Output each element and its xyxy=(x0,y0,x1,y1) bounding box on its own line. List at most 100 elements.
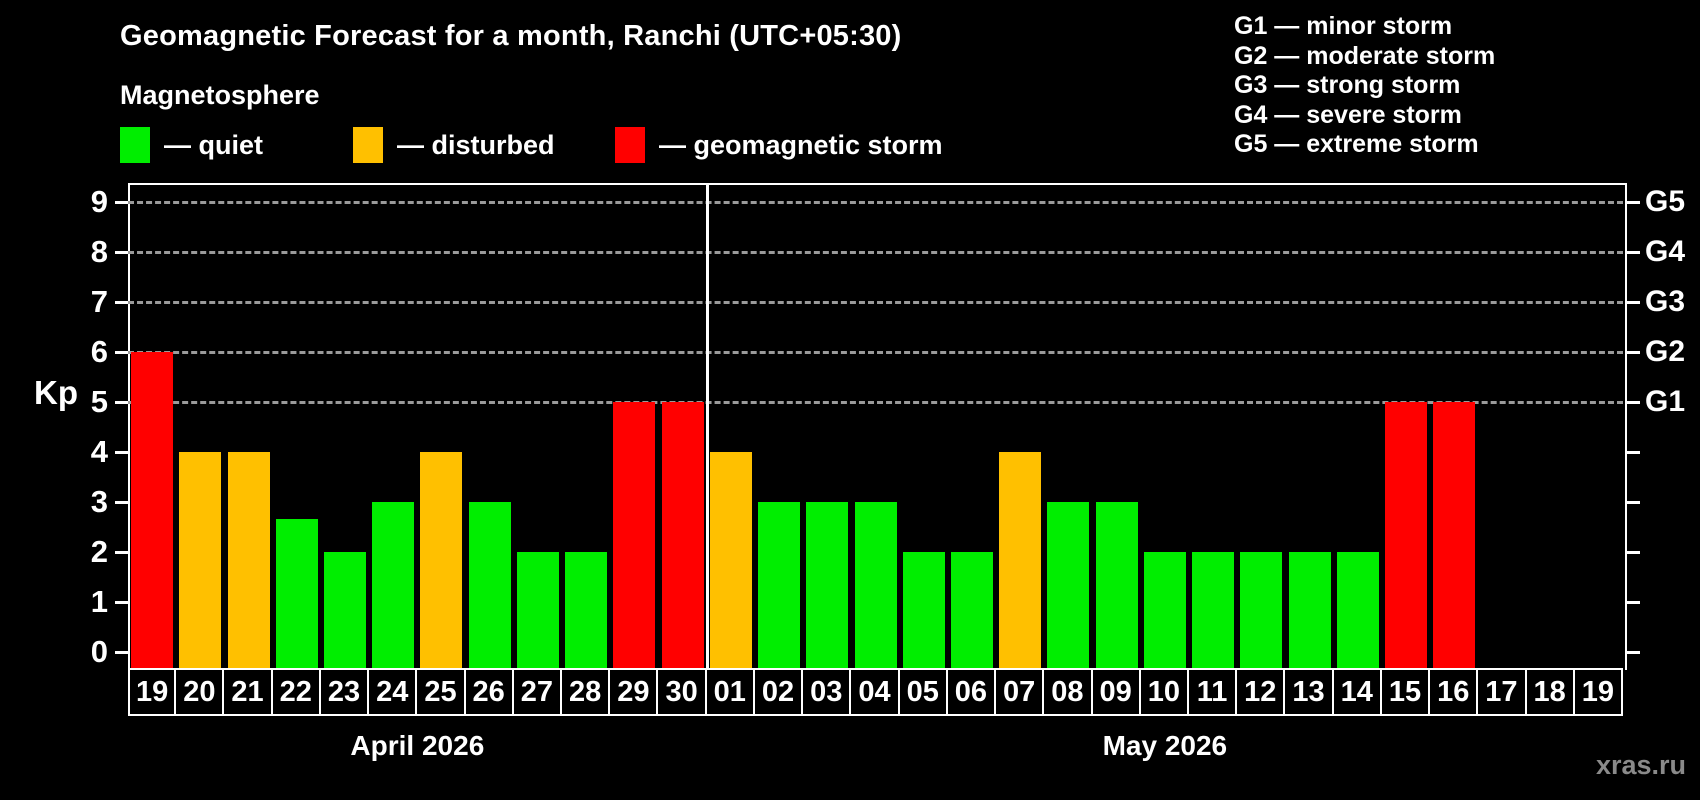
kp-bar-day-15 xyxy=(1384,402,1427,668)
legend-item-storm: — geomagnetic storm xyxy=(615,124,943,166)
day-label-cell: 23 xyxy=(318,668,370,716)
day-label-cell: 12 xyxy=(1235,668,1286,716)
kp-bar-day-05 xyxy=(902,552,945,668)
y-axis-tick xyxy=(115,301,129,304)
day-label-cell: 08 xyxy=(1042,668,1093,716)
day-label-cell: 11 xyxy=(1186,668,1238,716)
kp-bar-day-01 xyxy=(709,452,752,668)
day-label-cell: 20 xyxy=(174,668,225,716)
kp-bar-day-04 xyxy=(854,502,897,668)
kp-bar-day-27 xyxy=(516,552,559,668)
day-label-cell: 03 xyxy=(801,668,852,716)
right-axis-tick xyxy=(1626,251,1640,254)
gridline-kp-6 xyxy=(128,351,1623,354)
y-axis-tick xyxy=(115,251,129,254)
legend-item-label: — quiet xyxy=(164,129,263,160)
day-label-cell: 15 xyxy=(1379,668,1431,716)
day-label-cell: 24 xyxy=(367,668,418,716)
y-axis-tick xyxy=(115,651,129,654)
g-scale-legend: G1 — minor storm G2 — moderate storm G3 … xyxy=(1234,12,1495,160)
kp-bar-day-30 xyxy=(661,402,704,668)
kp-bar-day-03 xyxy=(806,502,849,668)
gridline-kp-8 xyxy=(128,251,1623,254)
day-label-cell: 14 xyxy=(1331,668,1382,716)
day-label-cell: 22 xyxy=(270,668,321,716)
g-axis-label-g5: G5 xyxy=(1645,185,1686,218)
y-axis-tick-label: 6 xyxy=(90,334,108,369)
y-axis-tick-label: 7 xyxy=(90,284,108,319)
kp-bar-day-11 xyxy=(1192,552,1235,668)
kp-bar-day-21 xyxy=(227,452,270,668)
g-legend-line-g1: G1 — minor storm xyxy=(1234,12,1453,40)
gridline-kp-9 xyxy=(128,201,1623,204)
day-label-cell: 05 xyxy=(897,668,948,716)
y-axis-tick xyxy=(115,551,129,554)
day-label-cell: 10 xyxy=(1138,668,1189,716)
day-label-cell: 18 xyxy=(1524,668,1575,716)
chart-title: Geomagnetic Forecast for a month, Ranchi… xyxy=(120,20,902,52)
legend-item-disturbed: — disturbed xyxy=(353,124,555,166)
kp-bar-day-26 xyxy=(468,502,511,668)
y-axis-tick xyxy=(115,501,129,504)
month-separator-line xyxy=(705,183,709,668)
y-axis-title: Kp xyxy=(34,374,78,411)
day-label-cell: 29 xyxy=(608,668,659,716)
kp-bar-day-06 xyxy=(950,552,993,668)
right-axis-tick xyxy=(1626,351,1640,354)
legend-title: Magnetosphere xyxy=(120,80,320,110)
y-axis-tick xyxy=(115,201,129,204)
day-label-cell: 26 xyxy=(463,668,514,716)
kp-bar-day-23 xyxy=(324,552,367,668)
day-label-cell: 30 xyxy=(656,668,707,716)
kp-bar-day-08 xyxy=(1047,502,1090,668)
right-axis-tick xyxy=(1626,301,1640,304)
right-axis-tick xyxy=(1626,201,1640,204)
kp-bar-day-14 xyxy=(1336,552,1379,668)
day-label-cell: 21 xyxy=(222,668,273,716)
legend-item-label: — geomagnetic storm xyxy=(659,129,943,160)
kp-bar-day-07 xyxy=(999,452,1042,668)
quiet-color-swatch xyxy=(120,127,150,163)
g-axis-label-g2: G2 xyxy=(1645,335,1686,368)
kp-bar-day-09 xyxy=(1095,502,1138,668)
day-label-cell: 04 xyxy=(849,668,900,716)
kp-bar-day-20 xyxy=(179,452,222,668)
legend-item-quiet: — quiet xyxy=(120,124,263,166)
day-label-cell: 25 xyxy=(415,668,466,716)
y-axis-tick-label: 9 xyxy=(90,184,108,219)
day-label-cell: 28 xyxy=(560,668,611,716)
kp-bar-day-25 xyxy=(420,452,463,668)
y-axis-tick-label: 8 xyxy=(90,234,108,269)
gridline-kp-7 xyxy=(128,301,1623,304)
y-axis-tick-label: 1 xyxy=(90,584,108,619)
day-label-cell: 17 xyxy=(1476,668,1527,716)
kp-bar-day-29 xyxy=(613,402,656,668)
right-axis-tick xyxy=(1626,601,1640,604)
right-axis-tick xyxy=(1626,501,1640,504)
month-label-april: April 2026 xyxy=(350,730,485,761)
y-axis-tick-label: 0 xyxy=(90,634,108,669)
legend-item-label: — disturbed xyxy=(397,129,555,160)
kp-bar-day-19 xyxy=(131,352,174,668)
kp-bar-day-02 xyxy=(758,502,801,668)
kp-bar-day-28 xyxy=(565,552,608,668)
g-legend-line-g4: G4 — severe storm xyxy=(1234,100,1462,129)
day-label-cell: 01 xyxy=(704,668,755,716)
right-axis-tick xyxy=(1626,551,1640,554)
gridline-kp-5 xyxy=(128,401,1623,404)
day-label-cell: 19 xyxy=(128,668,177,716)
day-label-cell: 02 xyxy=(752,668,804,716)
day-label-cell: 07 xyxy=(994,668,1045,716)
y-axis-tick-label: 5 xyxy=(90,384,108,419)
g-legend-line-g5: G5 — extreme storm xyxy=(1234,130,1479,158)
day-label-cell: 13 xyxy=(1283,668,1334,716)
storm-color-swatch xyxy=(615,127,645,163)
day-label-cell: 16 xyxy=(1428,668,1479,716)
watermark: xras.ru xyxy=(1595,750,1686,780)
kp-bar-day-10 xyxy=(1143,552,1186,668)
day-label-cell: 09 xyxy=(1090,668,1141,716)
right-axis-tick xyxy=(1626,651,1640,654)
day-label-cell: 27 xyxy=(511,668,563,716)
y-axis-tick-label: 3 xyxy=(90,484,108,519)
g-legend-line-g3: G3 — strong storm xyxy=(1234,71,1461,99)
